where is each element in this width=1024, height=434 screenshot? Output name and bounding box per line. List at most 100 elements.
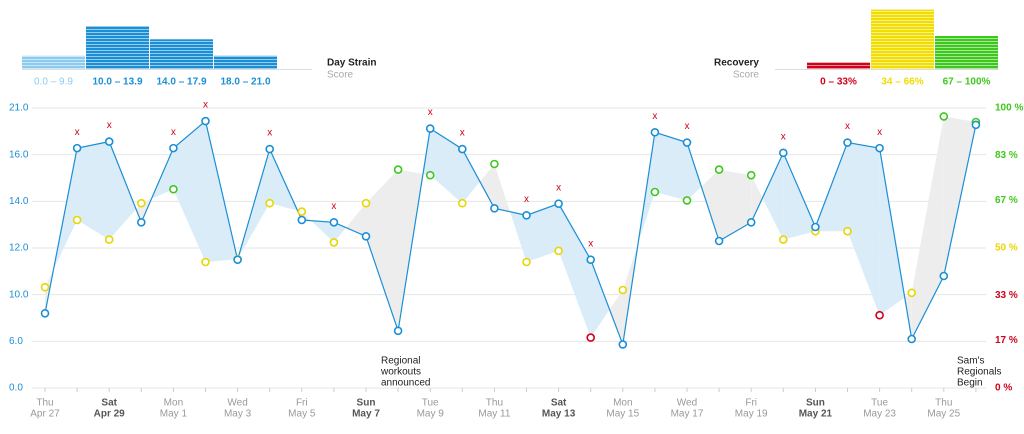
x-tick-weekday: Mon xyxy=(613,398,632,409)
difference-fill xyxy=(526,203,559,262)
strain-point xyxy=(939,271,949,281)
x-tick-label: May 3 xyxy=(224,409,252,420)
recovery-point xyxy=(618,285,628,295)
x-tick-label: Apr 27 xyxy=(30,409,60,420)
strain-point xyxy=(72,143,82,153)
overreach-flag: x xyxy=(877,127,882,138)
strain-point xyxy=(233,255,242,264)
histogram-bar-stripes xyxy=(86,26,149,70)
strain-point xyxy=(425,124,435,133)
histogram-bin-label: 18.0 – 21.0 xyxy=(220,77,270,88)
x-tick-label: May 21 xyxy=(799,409,833,420)
y-tick-label: 0.0 xyxy=(9,383,23,394)
difference-fill xyxy=(701,169,720,241)
recovery-point xyxy=(746,170,756,180)
x-tick-label: Apr 29 xyxy=(94,409,126,420)
difference-fill xyxy=(654,132,687,201)
recovery-point xyxy=(40,282,50,292)
strain-point xyxy=(393,326,403,336)
difference-fill xyxy=(590,259,610,338)
x-tick-weekday: Wed xyxy=(227,398,247,409)
x-tick-label: May 17 xyxy=(671,409,704,420)
x-tick-weekday: Fri xyxy=(296,398,308,409)
strain-point xyxy=(265,144,275,154)
strain-point xyxy=(875,143,884,153)
histogram-bin-label: 10.0 – 13.9 xyxy=(92,77,142,88)
x-tick-label: May 1 xyxy=(160,409,188,420)
x-tick-label: May 9 xyxy=(417,409,445,420)
difference-fill xyxy=(479,164,495,209)
recovery-point xyxy=(72,215,82,225)
y-tick-label: 10.0 xyxy=(9,289,29,300)
y-tick-label: 12.0 xyxy=(9,243,29,254)
difference-fill xyxy=(430,128,463,204)
x-tick-weekday: Sun xyxy=(806,398,825,409)
strain-point xyxy=(811,222,820,232)
difference-fill xyxy=(719,169,752,241)
histogram-bar-stripes xyxy=(22,55,85,69)
recovery-point xyxy=(457,198,467,208)
strain-point xyxy=(554,199,563,208)
difference-fill xyxy=(911,116,944,340)
strain-point xyxy=(490,204,499,213)
recovery-point xyxy=(778,235,788,244)
strain-point xyxy=(522,211,531,220)
recovery-point xyxy=(169,184,178,194)
difference-fill xyxy=(879,148,905,316)
recovery-point xyxy=(714,165,724,174)
x-tick-label: May 7 xyxy=(352,409,380,420)
y-tick-label: 14.0 xyxy=(9,196,29,207)
y-tick-label: 21.0 xyxy=(9,103,29,114)
annotation: workouts xyxy=(380,367,421,378)
overreach-flag: x xyxy=(171,127,176,138)
recovery-point xyxy=(137,198,146,208)
difference-fill xyxy=(558,203,591,338)
x-tick-weekday: Thu xyxy=(36,398,53,409)
y-tick-label: 6.0 xyxy=(9,336,23,347)
histogram-bar-stripes xyxy=(871,9,934,70)
difference-fill xyxy=(762,152,784,240)
overreach-flag: x xyxy=(75,127,80,138)
strain-point xyxy=(169,143,178,153)
x-tick-label: May 5 xyxy=(288,409,316,420)
recovery-point xyxy=(586,333,596,342)
difference-fill xyxy=(847,142,880,316)
recovery-point xyxy=(875,310,884,320)
recovery-point xyxy=(297,207,307,216)
recovery-point xyxy=(939,112,949,121)
x-tick-weekday: Sat xyxy=(101,398,117,409)
histogram-bin-label: 34 – 66% xyxy=(881,77,923,88)
recovery-point xyxy=(393,165,403,174)
strain-point xyxy=(714,236,724,246)
histogram-title: Recovery xyxy=(714,58,759,69)
difference-fill xyxy=(333,222,347,243)
recovery-point xyxy=(201,257,210,267)
y2-tick-label: 83 % xyxy=(995,150,1018,161)
overreach-flag: x xyxy=(524,194,529,205)
strain-point xyxy=(40,309,50,318)
x-tick-label: May 19 xyxy=(735,409,768,420)
difference-fill xyxy=(494,164,511,212)
x-tick-weekday: Sun xyxy=(357,398,376,409)
x-tick-weekday: Thu xyxy=(486,398,503,409)
overreach-flag: x xyxy=(460,128,465,139)
overreach-flag: x xyxy=(652,111,657,122)
x-tick-weekday: Thu xyxy=(935,398,952,409)
x-tick-label: May 25 xyxy=(927,409,960,420)
strain-point xyxy=(137,218,146,227)
histogram-bar-stripes xyxy=(935,36,998,69)
difference-fill xyxy=(311,220,334,243)
histogram-title: Day Strain xyxy=(327,58,376,69)
recovery-point xyxy=(490,159,499,169)
difference-fill xyxy=(687,142,702,201)
strain-point xyxy=(682,138,692,147)
strain-line xyxy=(44,119,977,347)
histogram-bar-stripes xyxy=(807,62,870,69)
strain-point xyxy=(297,215,307,225)
histogram-bar-stripes xyxy=(150,39,213,69)
overreach-flag: x xyxy=(203,100,208,111)
x-tick-label: May 15 xyxy=(606,409,639,420)
strain-point xyxy=(650,127,660,137)
strain-point xyxy=(778,148,788,158)
recovery-point xyxy=(650,187,660,197)
